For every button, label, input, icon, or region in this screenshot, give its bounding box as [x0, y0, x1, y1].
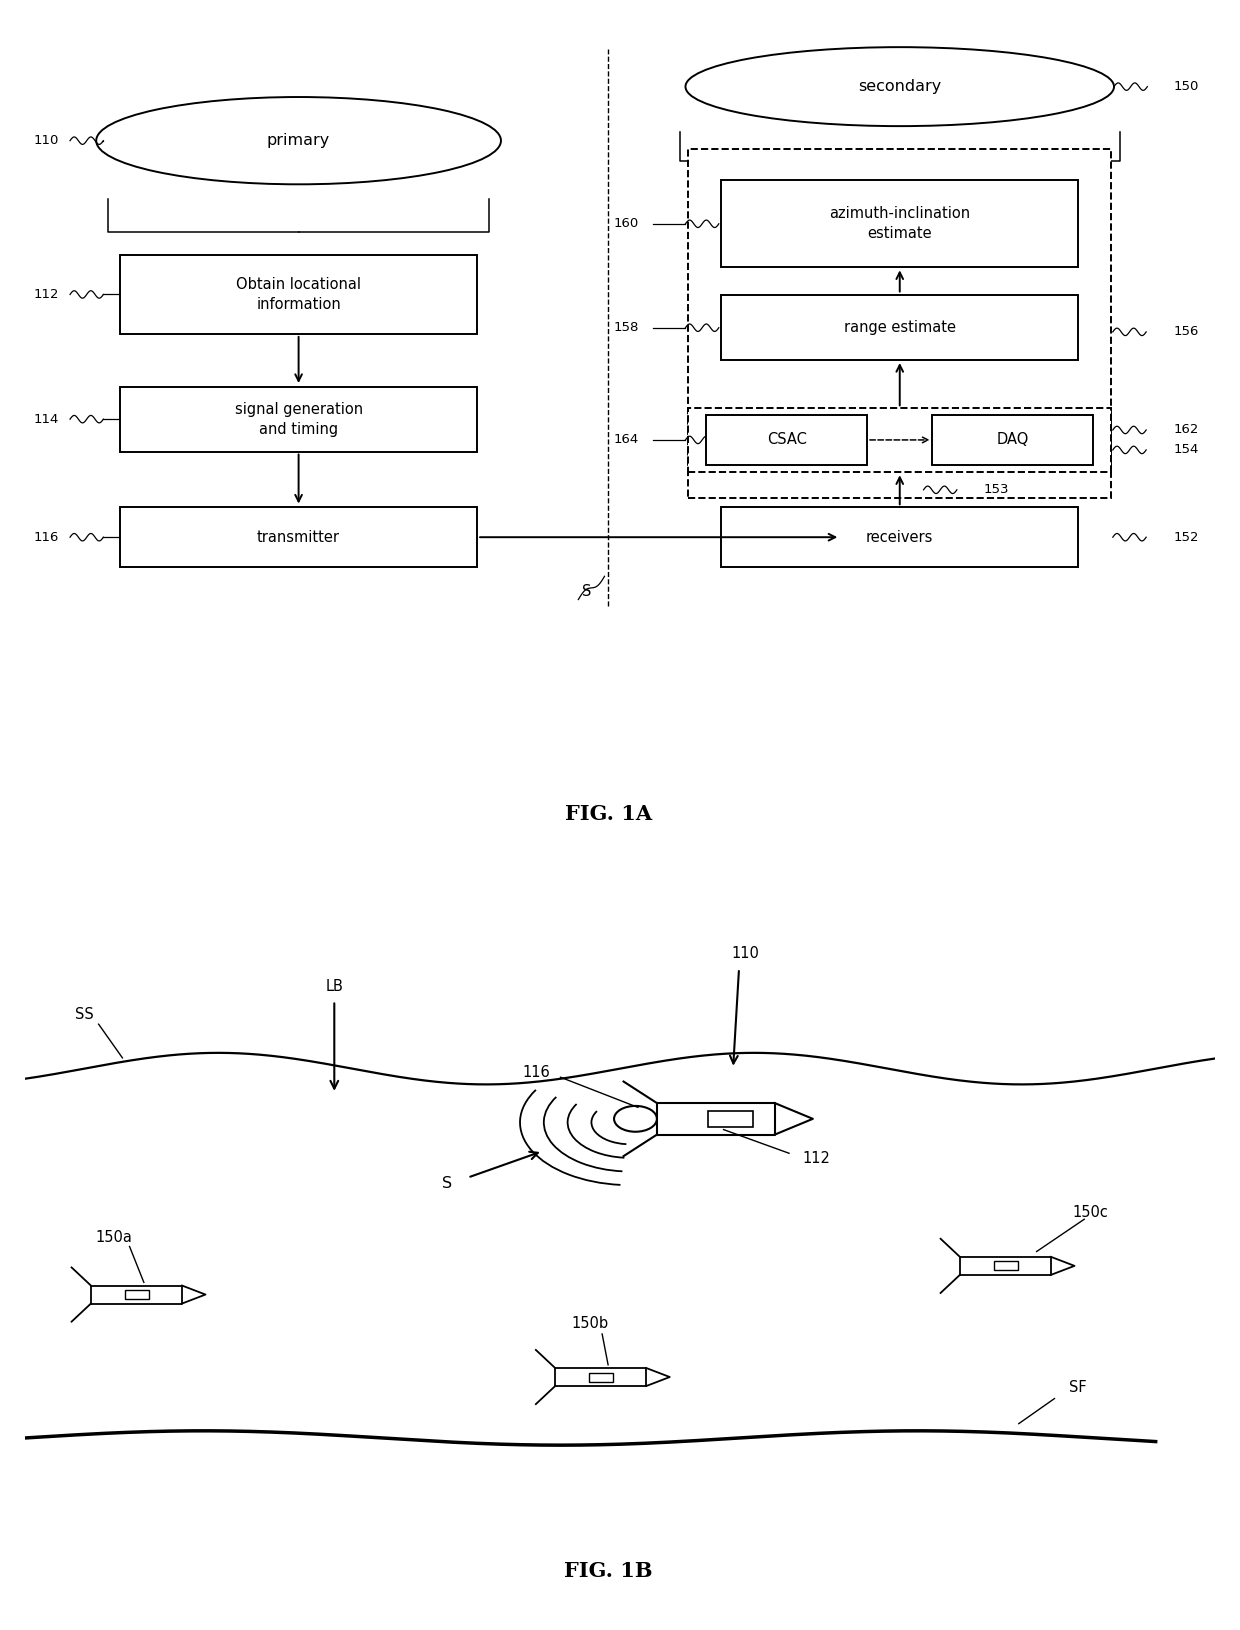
- Text: 154: 154: [1173, 443, 1199, 456]
- Text: secondary: secondary: [858, 80, 941, 95]
- Text: Obtain locational
information: Obtain locational information: [236, 277, 361, 311]
- Bar: [707, 416, 867, 465]
- Bar: [688, 148, 1111, 499]
- Text: 150: 150: [1173, 80, 1199, 93]
- Text: CSAC: CSAC: [766, 432, 806, 448]
- Bar: [722, 181, 1079, 267]
- Text: 150c: 150c: [1073, 1205, 1109, 1219]
- Text: S: S: [582, 584, 591, 598]
- Text: azimuth-inclination
estimate: azimuth-inclination estimate: [830, 207, 971, 241]
- Bar: [688, 408, 1111, 473]
- Bar: [125, 1289, 149, 1299]
- Text: 110: 110: [33, 134, 60, 147]
- Bar: [994, 1262, 1018, 1270]
- Text: 116: 116: [523, 1064, 551, 1079]
- Bar: [722, 295, 1079, 360]
- Text: 162: 162: [1173, 424, 1199, 437]
- Text: SF: SF: [1069, 1381, 1087, 1395]
- Bar: [120, 507, 477, 567]
- Text: primary: primary: [267, 134, 330, 148]
- Bar: [589, 1372, 613, 1382]
- Text: 164: 164: [614, 434, 639, 447]
- Text: range estimate: range estimate: [843, 319, 956, 336]
- Text: 153: 153: [983, 484, 1008, 496]
- Text: 110: 110: [732, 947, 759, 962]
- Text: 114: 114: [33, 412, 60, 425]
- Text: 112: 112: [33, 289, 60, 302]
- Text: receivers: receivers: [866, 530, 934, 544]
- Text: LB: LB: [325, 978, 343, 994]
- Bar: [120, 254, 477, 334]
- Text: 160: 160: [614, 217, 639, 230]
- Text: 150a: 150a: [95, 1229, 133, 1245]
- Bar: [708, 1112, 754, 1126]
- Text: 156: 156: [1173, 326, 1199, 339]
- Text: FIG. 1B: FIG. 1B: [564, 1560, 652, 1581]
- Text: 150b: 150b: [572, 1315, 609, 1330]
- Text: FIG. 1A: FIG. 1A: [564, 804, 652, 825]
- Bar: [932, 416, 1094, 465]
- Text: 116: 116: [33, 531, 60, 544]
- Text: S: S: [443, 1175, 453, 1192]
- Text: transmitter: transmitter: [257, 530, 340, 544]
- Text: DAQ: DAQ: [997, 432, 1029, 448]
- Text: 158: 158: [614, 321, 639, 334]
- Bar: [722, 507, 1079, 567]
- Bar: [120, 386, 477, 452]
- Text: 152: 152: [1173, 531, 1199, 544]
- Text: 112: 112: [802, 1151, 831, 1165]
- Text: signal generation
and timing: signal generation and timing: [234, 401, 362, 437]
- Text: SS: SS: [74, 1007, 94, 1022]
